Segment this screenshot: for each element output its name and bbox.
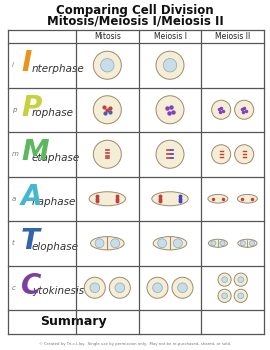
Text: ytokinesis: ytokinesis [32, 286, 84, 296]
Text: i: i [12, 62, 14, 68]
Ellipse shape [237, 195, 257, 203]
Circle shape [211, 241, 216, 246]
Circle shape [163, 58, 177, 72]
Circle shape [111, 239, 120, 248]
Text: etaphase: etaphase [32, 153, 80, 163]
Text: a: a [12, 196, 16, 202]
Text: P: P [21, 93, 41, 121]
Circle shape [95, 239, 104, 248]
Circle shape [220, 241, 225, 246]
Text: Meiosis I: Meiosis I [154, 32, 187, 41]
Circle shape [222, 277, 228, 282]
Circle shape [115, 283, 125, 293]
Text: © Created by Tri-c-l-lay.  Single use by permission only.  May not be re-purchas: © Created by Tri-c-l-lay. Single use by … [39, 342, 231, 346]
Text: M: M [21, 138, 49, 166]
Circle shape [158, 239, 167, 248]
Circle shape [238, 277, 244, 282]
Text: I: I [21, 49, 31, 77]
Circle shape [173, 239, 182, 248]
Text: t: t [12, 240, 15, 246]
Circle shape [90, 283, 100, 293]
Text: rophase: rophase [32, 108, 74, 118]
Text: p: p [12, 107, 16, 113]
Circle shape [240, 241, 245, 246]
Circle shape [218, 289, 231, 302]
Circle shape [222, 293, 228, 299]
Circle shape [178, 283, 187, 293]
Circle shape [156, 51, 184, 79]
Circle shape [147, 277, 168, 298]
Circle shape [249, 241, 255, 246]
Circle shape [153, 283, 162, 293]
Text: Mitosis: Mitosis [94, 32, 121, 41]
Circle shape [238, 293, 244, 299]
Ellipse shape [89, 192, 126, 206]
Ellipse shape [208, 239, 228, 247]
Ellipse shape [153, 237, 187, 250]
Circle shape [93, 140, 121, 168]
Circle shape [212, 100, 231, 119]
Ellipse shape [208, 195, 228, 203]
Text: Comparing Cell Division: Comparing Cell Division [56, 4, 214, 17]
Text: C: C [21, 272, 41, 300]
Ellipse shape [90, 237, 124, 250]
Ellipse shape [238, 239, 257, 247]
Circle shape [235, 100, 254, 119]
Text: naphase: naphase [32, 197, 76, 207]
Text: A: A [21, 183, 42, 211]
Text: elophase: elophase [32, 242, 79, 252]
Circle shape [212, 145, 231, 164]
Text: m: m [12, 151, 19, 157]
Text: c: c [12, 285, 16, 291]
Circle shape [84, 277, 105, 298]
Circle shape [234, 273, 247, 286]
Circle shape [172, 277, 193, 298]
Circle shape [156, 140, 184, 168]
Circle shape [93, 51, 121, 79]
Ellipse shape [152, 192, 188, 206]
Circle shape [235, 145, 254, 164]
Circle shape [101, 58, 114, 72]
Circle shape [93, 96, 121, 124]
Text: Mitosis/Meiosis I/Meiosis II: Mitosis/Meiosis I/Meiosis II [47, 15, 223, 28]
Circle shape [156, 96, 184, 124]
Circle shape [234, 289, 247, 302]
Circle shape [109, 277, 130, 298]
Text: T: T [21, 227, 40, 255]
Circle shape [218, 273, 231, 286]
Text: Summary: Summary [40, 315, 107, 329]
Text: nterphase: nterphase [32, 64, 85, 74]
Text: Meiosis II: Meiosis II [215, 32, 250, 41]
